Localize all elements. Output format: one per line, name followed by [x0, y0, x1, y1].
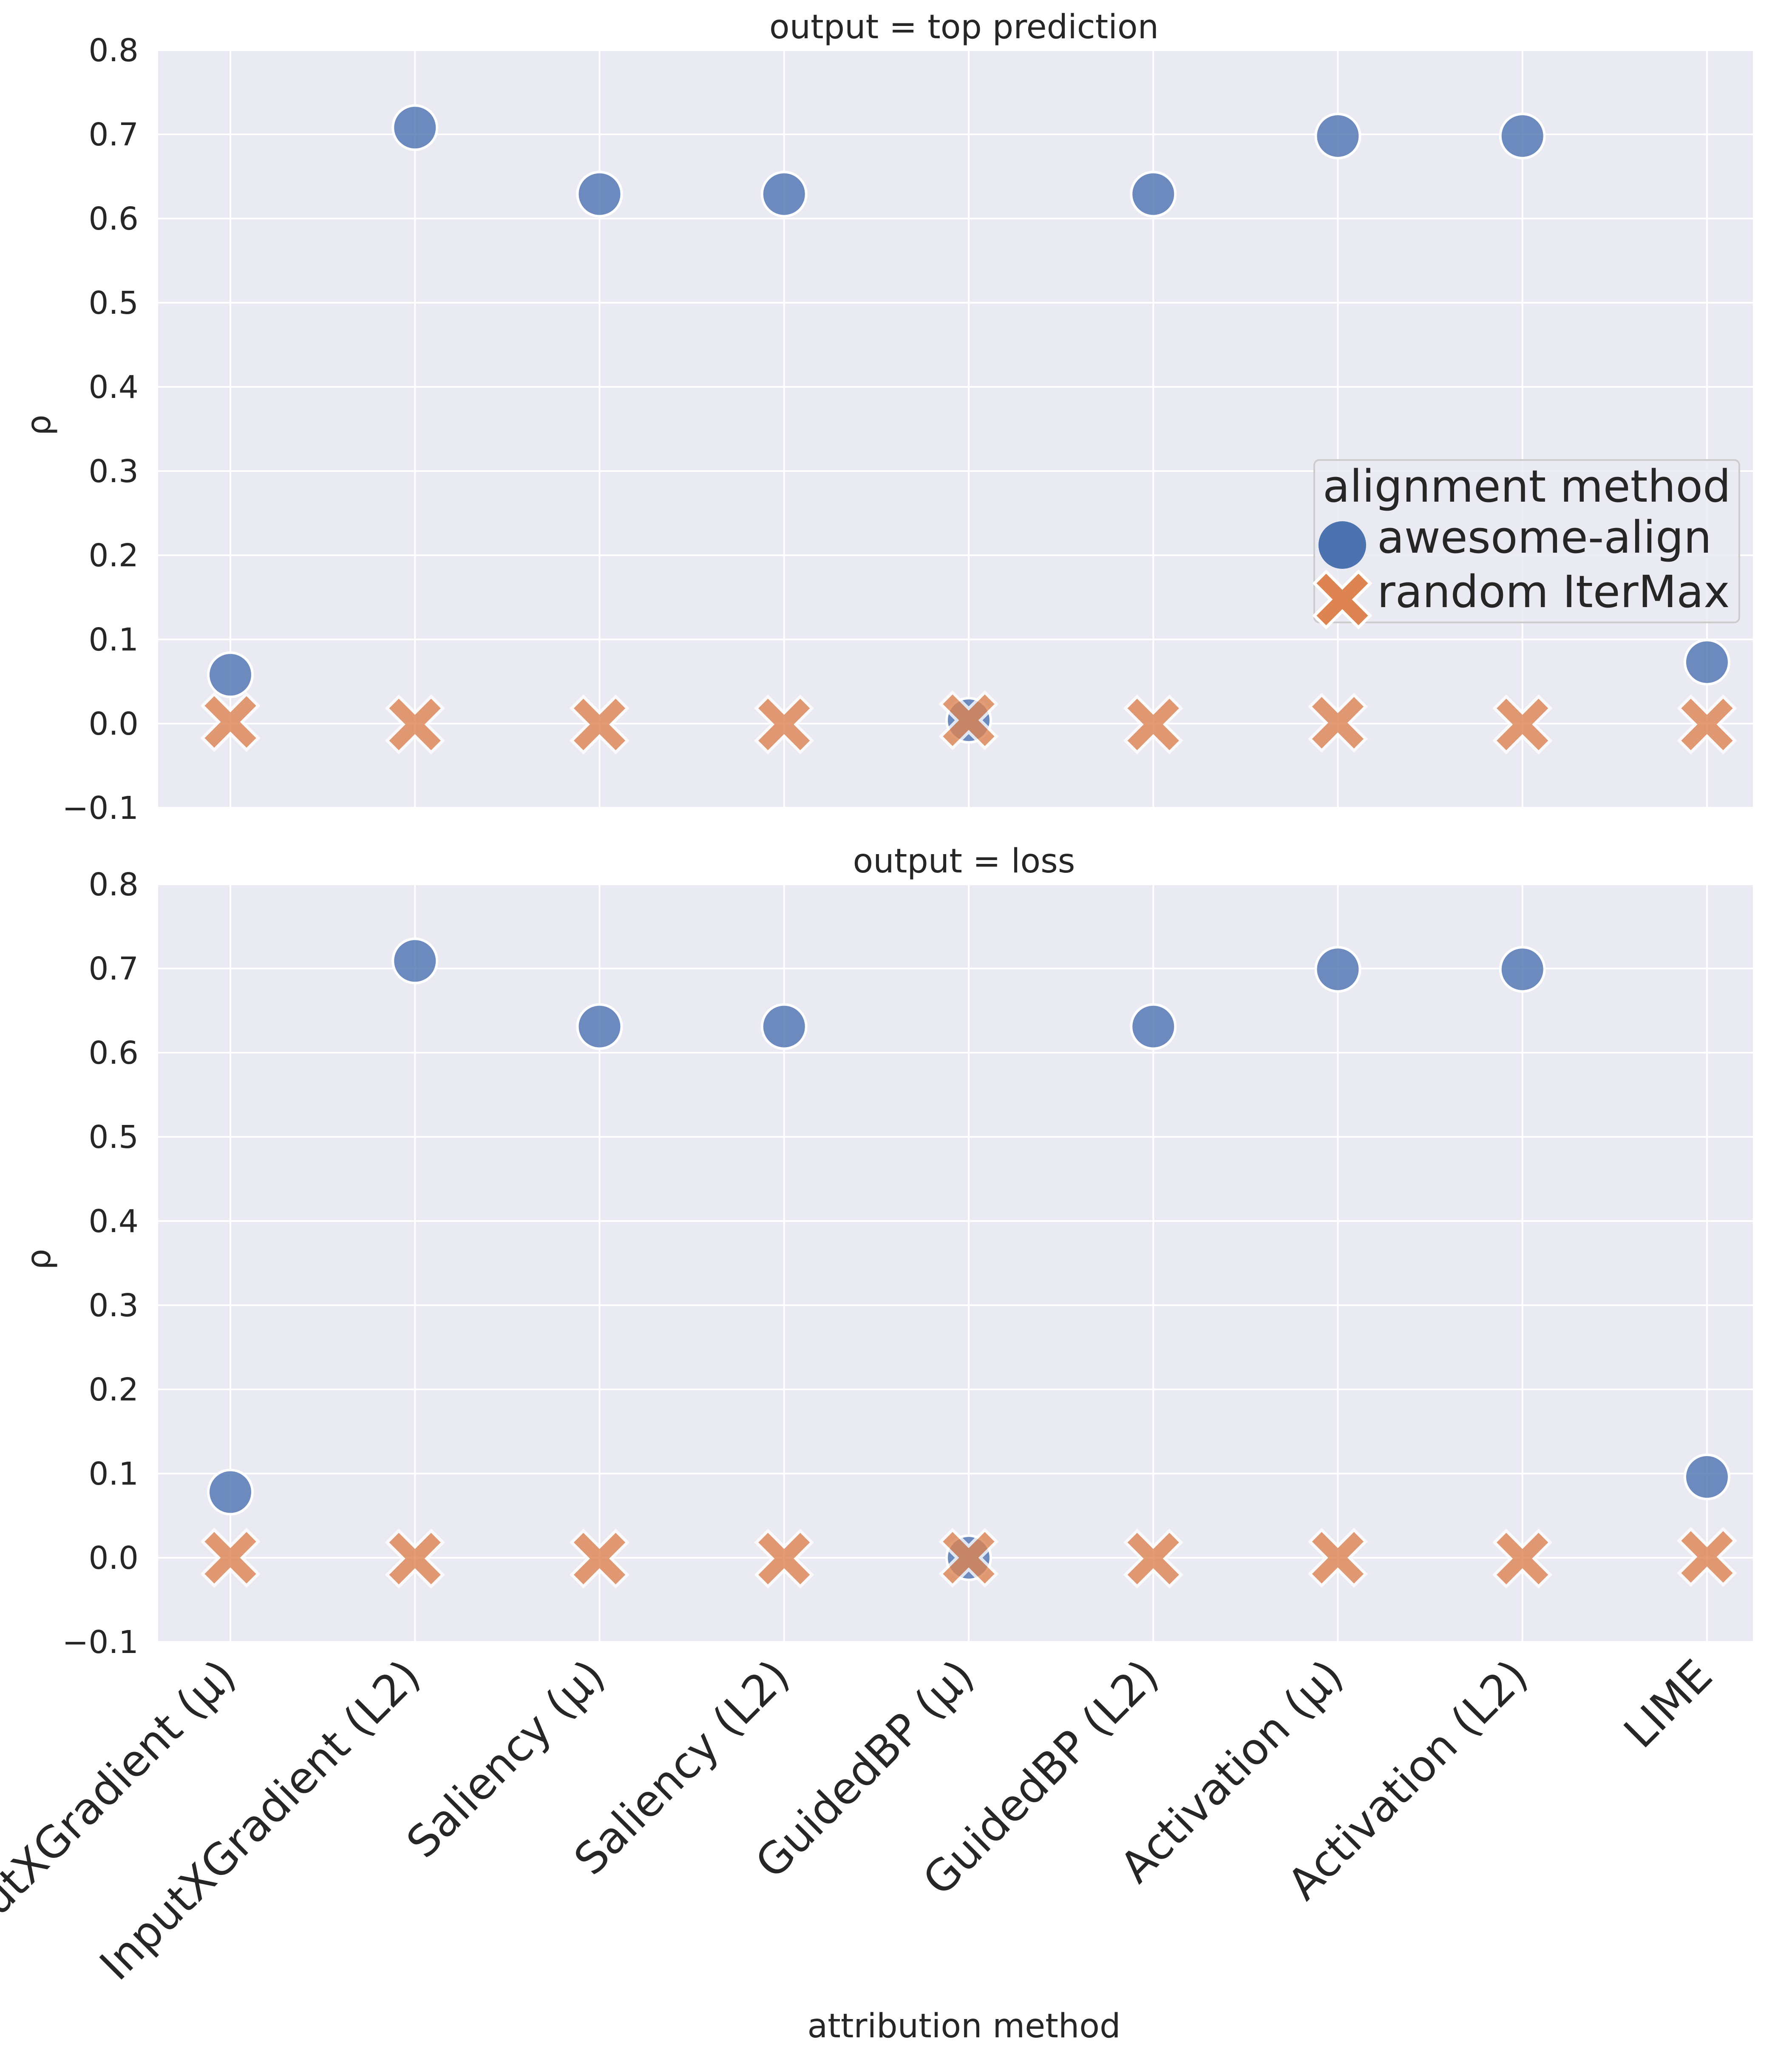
panel-loss: output = loss ρ −0.1 0.0 0.1 0.2 0.3 0.4 0.5 0.… — [20, 842, 1753, 1661]
y-tick-label: −0.1 — [62, 790, 139, 826]
legend-x-glyph — [1312, 569, 1372, 630]
y-tick-label: 0.1 — [88, 1456, 139, 1492]
y-tick-label: 0.2 — [88, 537, 139, 574]
panel-loss-grid — [158, 883, 1753, 1643]
y-tick-label: 0.0 — [88, 706, 139, 742]
panel-top-prediction-title: output = top prediction — [769, 8, 1159, 46]
point-awesome-align-0 — [207, 651, 254, 699]
point-random-itermax-6 — [1307, 1528, 1368, 1588]
point-random-itermax-1 — [385, 694, 445, 755]
y-tick-label: 0.8 — [88, 32, 139, 69]
panel-top-prediction-y-axis-label: ρ — [20, 415, 58, 436]
y-tick-label: 0.5 — [88, 1119, 139, 1156]
y-tick-label: 0.2 — [88, 1372, 139, 1408]
y-tick-label: 0.4 — [88, 1203, 139, 1240]
panel-loss-title: output = loss — [853, 842, 1075, 880]
y-tick-label: 0.4 — [88, 369, 139, 406]
legend-marker-awesome-align — [1318, 521, 1366, 569]
y-tick-label: 0.3 — [88, 1287, 139, 1324]
point-random-itermax-1 — [385, 1528, 445, 1589]
point-random-itermax-7 — [1492, 1528, 1553, 1589]
legend-label-awesome-align: awesome-align — [1377, 511, 1712, 563]
y-tick-label: 0.1 — [88, 622, 139, 658]
point-random-itermax-0 — [200, 1528, 261, 1588]
point-random-itermax-2 — [569, 694, 630, 755]
legend-title: alignment method — [1323, 460, 1731, 512]
point-awesome-align-3 — [760, 1003, 808, 1050]
point-awesome-align-1 — [391, 104, 439, 151]
y-tick-label: 0.8 — [88, 866, 139, 903]
point-awesome-align-3 — [760, 170, 808, 218]
point-random-itermax-6 — [1307, 693, 1368, 753]
x-axis-label: attribution method — [807, 2007, 1120, 2045]
point-random-itermax-5 — [1123, 694, 1183, 755]
legend-label-random-itermax: random IterMax — [1377, 566, 1730, 618]
panel-top-prediction: output = top prediction ρ −0.1 0.0 0.1 0.2 0… — [20, 8, 1753, 826]
point-awesome-align-5 — [1130, 1003, 1177, 1050]
point-random-itermax-8 — [1677, 694, 1737, 755]
panel-loss-y-axis-label: ρ — [20, 1249, 58, 1270]
point-awesome-align-0 — [207, 1468, 254, 1516]
point-awesome-align-1 — [391, 937, 439, 985]
y-tick-label: 0.3 — [88, 453, 139, 490]
panel-top-prediction-background — [158, 50, 1753, 808]
legend-marker-random-itermax — [1312, 569, 1372, 630]
x-tick-label: InputXGradient (L2) — [90, 1650, 430, 1991]
legend-frame — [1313, 459, 1740, 623]
y-tick-label: 0.5 — [88, 285, 139, 321]
point-awesome-align-6 — [1314, 112, 1361, 159]
point-awesome-align-5 — [1130, 170, 1177, 218]
y-tick-label: 0.0 — [88, 1540, 139, 1576]
point-random-itermax-3 — [754, 694, 814, 755]
point-awesome-align-8 — [1684, 1453, 1730, 1500]
point-random-itermax-7 — [1492, 694, 1553, 755]
point-random-itermax-8 — [1677, 1527, 1737, 1587]
y-tick-label: 0.7 — [88, 116, 139, 153]
point-awesome-align-6 — [1314, 946, 1361, 993]
point-awesome-align-8 — [1684, 639, 1730, 686]
y-tick-label: 0.6 — [88, 201, 139, 237]
point-random-itermax-4 — [939, 690, 999, 750]
point-random-itermax-4 — [939, 1528, 999, 1588]
x-tick-labels: InputXGradient (μ)InputXGradient (L2)Sal… — [0, 1650, 1722, 1991]
point-awesome-align-7 — [1499, 946, 1546, 993]
panel-loss-y-ticks: −0.1 0.0 0.1 0.2 0.3 0.4 0.5 0.6 0.7 0.8 — [62, 866, 139, 1661]
y-tick-label: 0.6 — [88, 1035, 139, 1071]
panel-loss-background — [158, 884, 1753, 1642]
legend: alignment method awesome-align random It… — [1312, 459, 1740, 630]
point-random-itermax-0 — [200, 692, 261, 752]
point-random-itermax-3 — [754, 1528, 814, 1589]
panel-loss-marks — [200, 937, 1737, 1589]
point-awesome-align-7 — [1499, 112, 1546, 159]
point-awesome-align-2 — [576, 170, 623, 218]
y-tick-label: −0.1 — [62, 1624, 139, 1661]
point-random-itermax-2 — [569, 1528, 630, 1589]
point-awesome-align-2 — [576, 1003, 623, 1050]
point-random-itermax-5 — [1123, 1528, 1183, 1589]
panel-top-prediction-marks — [200, 104, 1737, 755]
x-tick-label: LIME — [1614, 1650, 1722, 1758]
panel-top-prediction-y-ticks: −0.1 0.0 0.1 0.2 0.3 0.4 0.5 0.6 0.7 0.8 — [62, 32, 139, 826]
y-tick-label: 0.7 — [88, 951, 139, 987]
